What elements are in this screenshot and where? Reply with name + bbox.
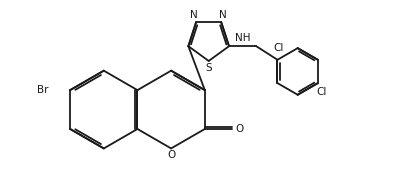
Text: Cl: Cl [316,87,327,97]
Text: N: N [190,10,198,20]
Text: NH: NH [235,33,250,43]
Text: N: N [219,10,227,20]
Text: O: O [235,124,243,134]
Text: Cl: Cl [274,43,284,53]
Text: S: S [206,63,212,73]
Text: Br: Br [37,85,49,95]
Text: O: O [167,150,175,160]
